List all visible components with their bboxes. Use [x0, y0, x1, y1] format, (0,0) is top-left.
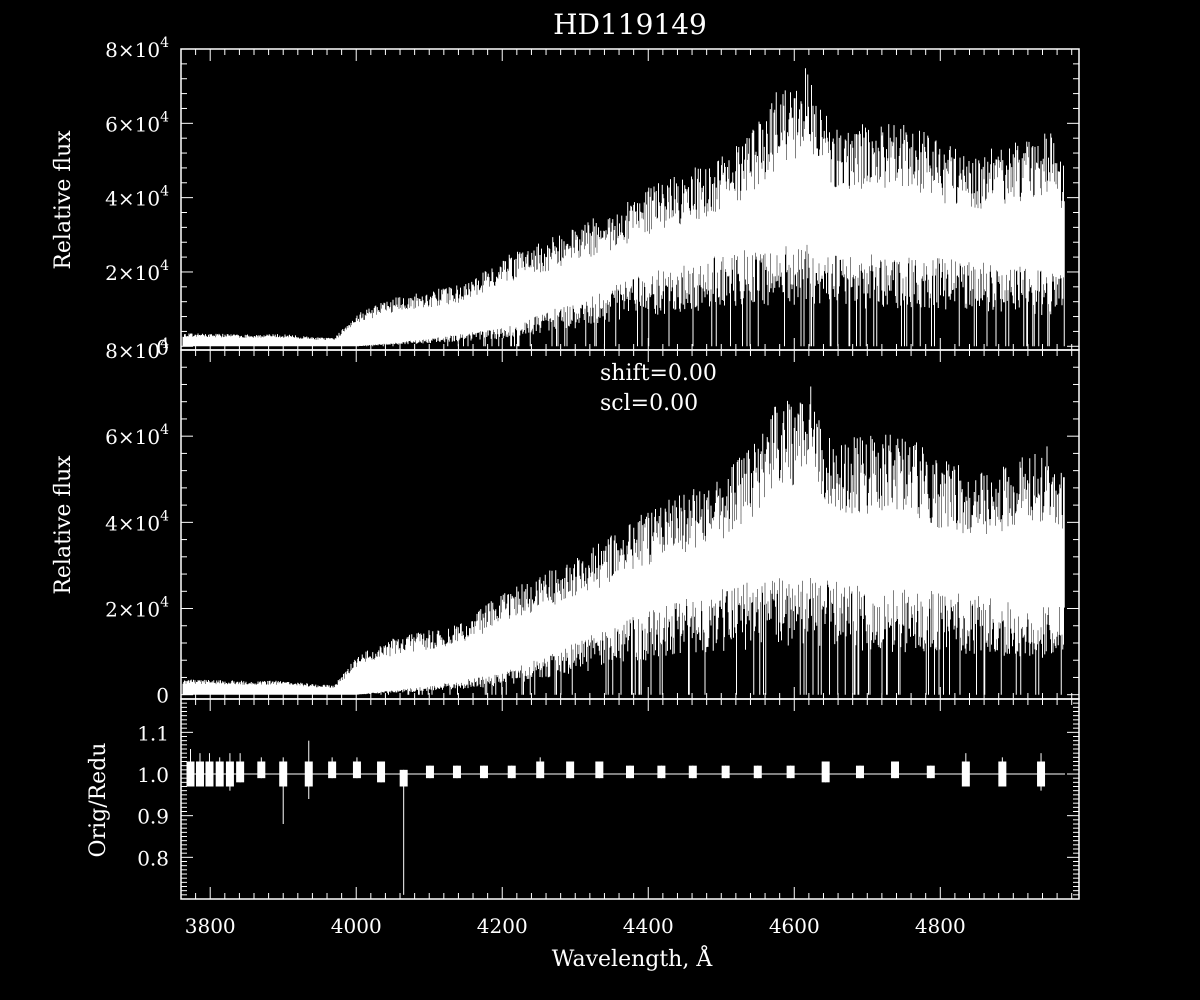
middle-panel-y-axis-label: Relative flux: [51, 455, 76, 595]
x-tick-label: 4600: [769, 914, 820, 938]
ratio-order-gap: [452, 765, 461, 779]
ratio-panel-series: [186, 740, 1065, 895]
ratio-order-gap: [566, 761, 575, 779]
x-tick-labels: 3800 4000 4200 4400 4600 4800: [185, 914, 966, 938]
ratio-order-gap: [688, 765, 697, 779]
y-tick-label: 0: [156, 684, 169, 708]
ratio-order-gap: [657, 765, 666, 779]
ratio-order-gap: [257, 761, 266, 779]
figure-title: HD119149: [553, 8, 707, 41]
flux-spectrum-trace: [182, 68, 1065, 347]
ratio-order-gap: [225, 761, 234, 787]
ratio-order-gap: [998, 761, 1007, 787]
middle-panel-spectrum: [182, 386, 1065, 695]
y-tick-label: 2×104: [105, 595, 169, 622]
ratio-order-gap: [786, 765, 795, 779]
ratio-order-gap: [399, 769, 408, 787]
ratio-order-gap: [1037, 761, 1046, 787]
top-flux-panel: 0 2×104 4×104 6×104 8×104 Relative flux: [51, 35, 1080, 359]
top-panel-y-tick-labels: 0 2×104 4×104 6×104 8×104: [105, 35, 169, 359]
ratio-panel-y-axis-label: Orig/Redu: [86, 743, 111, 858]
ratio-order-gap: [855, 765, 864, 779]
y-tick-label: 0.9: [137, 805, 169, 829]
x-tick-label: 4400: [623, 914, 674, 938]
ratio-panel-ticks: [181, 698, 1079, 900]
top-panel-y-axis-label: Relative flux: [51, 130, 76, 270]
ratio-order-gap: [595, 761, 604, 779]
ratio-order-gap: [328, 761, 337, 779]
y-tick-label: 1.0: [137, 763, 169, 787]
y-tick-label: 6×104: [105, 422, 169, 449]
ratio-panel: 0.8 0.9 1.0 1.1 3800 4000 4200 4400 4600 4800 Or…: [86, 698, 1080, 972]
ratio-order-gap: [205, 761, 214, 787]
x-tick-label: 4000: [331, 914, 382, 938]
ratio-order-gap: [425, 765, 434, 779]
ratio-order-gap: [891, 761, 900, 779]
ratio-order-gap: [626, 765, 634, 779]
ratio-order-gap: [279, 761, 288, 787]
y-tick-label: 8×104: [105, 35, 169, 62]
top-panel-spectrum: [182, 68, 1065, 347]
ratio-order-gap: [721, 765, 730, 779]
y-tick-label: 4×104: [105, 508, 169, 535]
x-tick-label: 4200: [477, 914, 528, 938]
y-tick-label: 6×104: [105, 109, 169, 136]
ratio-order-gap: [352, 761, 361, 779]
x-tick-label: 3800: [185, 914, 236, 938]
flux-spectrum-trace: [182, 386, 1065, 695]
x-axis-label: Wavelength, Å: [552, 944, 714, 972]
ratio-order-gap: [753, 765, 762, 779]
ratio-order-gap: [926, 765, 935, 779]
ratio-order-gap: [186, 761, 195, 787]
ratio-order-gap: [377, 761, 386, 783]
ratio-order-gap: [304, 761, 313, 787]
ratio-order-gap: [821, 761, 830, 783]
y-tick-label: 4×104: [105, 184, 169, 211]
y-tick-label: 1.1: [137, 721, 169, 745]
y-tick-label: 0.8: [137, 846, 169, 870]
ratio-order-gap: [507, 765, 516, 779]
ratio-order-gap: [536, 761, 545, 779]
ratio-panel-y-tick-labels: 0.8 0.9 1.0 1.1: [137, 721, 169, 870]
ratio-order-gap: [479, 765, 488, 779]
ratio-order-gap: [236, 761, 245, 783]
y-tick-label: 0: [156, 335, 169, 359]
scale-annotation: scl=0.00: [600, 391, 698, 416]
y-tick-label: 2×104: [105, 258, 169, 285]
ratio-order-gap: [195, 761, 204, 787]
ratio-order-gap: [215, 761, 224, 787]
ratio-order-gap: [961, 761, 970, 787]
middle-panel-y-tick-labels: 0 2×104 4×104 6×104 8×104: [105, 336, 169, 708]
shift-annotation: shift=0.00: [600, 361, 717, 386]
x-tick-label: 4800: [915, 914, 966, 938]
y-tick-label: 8×104: [105, 336, 169, 363]
